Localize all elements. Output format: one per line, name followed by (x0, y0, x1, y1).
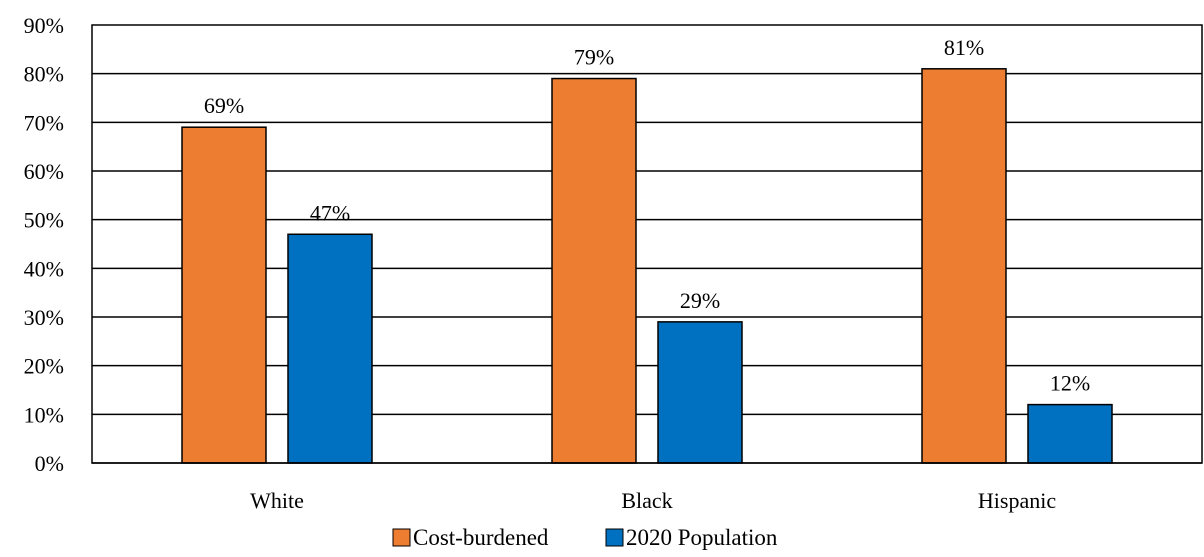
gridlines (92, 72, 1202, 416)
y-tick-label: 90% (24, 13, 64, 38)
y-tick-label: 40% (24, 256, 64, 281)
y-tick-label: 60% (24, 159, 64, 184)
legend-label: Cost-burdened (413, 525, 549, 550)
legend: Cost-burdened 2020 Population (392, 525, 778, 550)
plot-frame (91, 24, 1203, 464)
y-tick-label: 0% (35, 451, 64, 476)
bar-cost-burdened-black (551, 77, 637, 464)
category-label: Hispanic (978, 488, 1056, 513)
data-label: 29% (680, 288, 720, 313)
y-axis-tick-labels: 0% 10% 20% 30% 40% 50% 60% 70% 80% 90% (24, 13, 64, 476)
legend-swatch (605, 528, 624, 547)
bars (181, 68, 1113, 464)
category-label: Black (621, 488, 672, 513)
bar-2020-population-black (657, 321, 743, 464)
x-axis-category-labels: White Black Hispanic (250, 488, 1056, 513)
bar-2020-population-hispanic (1027, 403, 1113, 464)
y-tick-label: 70% (24, 110, 64, 135)
data-label: 69% (204, 93, 244, 118)
y-tick-label: 80% (24, 62, 64, 87)
category-label: White (250, 488, 304, 513)
data-label: 47% (310, 200, 350, 225)
data-label: 12% (1050, 371, 1090, 396)
legend-swatch (392, 528, 411, 547)
y-tick-label: 30% (24, 305, 64, 330)
y-tick-label: 10% (24, 402, 64, 427)
legend-label: 2020 Population (626, 525, 778, 550)
y-tick-label: 20% (24, 354, 64, 379)
data-label: 79% (574, 45, 614, 70)
bar-2020-population-white (287, 233, 373, 464)
bar-cost-burdened-white (181, 126, 267, 464)
data-label: 81% (944, 35, 984, 60)
y-tick-label: 50% (24, 208, 64, 233)
data-labels: 69% 47% 79% 29% 81% 12% (204, 35, 1090, 396)
bar-cost-burdened-hispanic (921, 68, 1007, 464)
